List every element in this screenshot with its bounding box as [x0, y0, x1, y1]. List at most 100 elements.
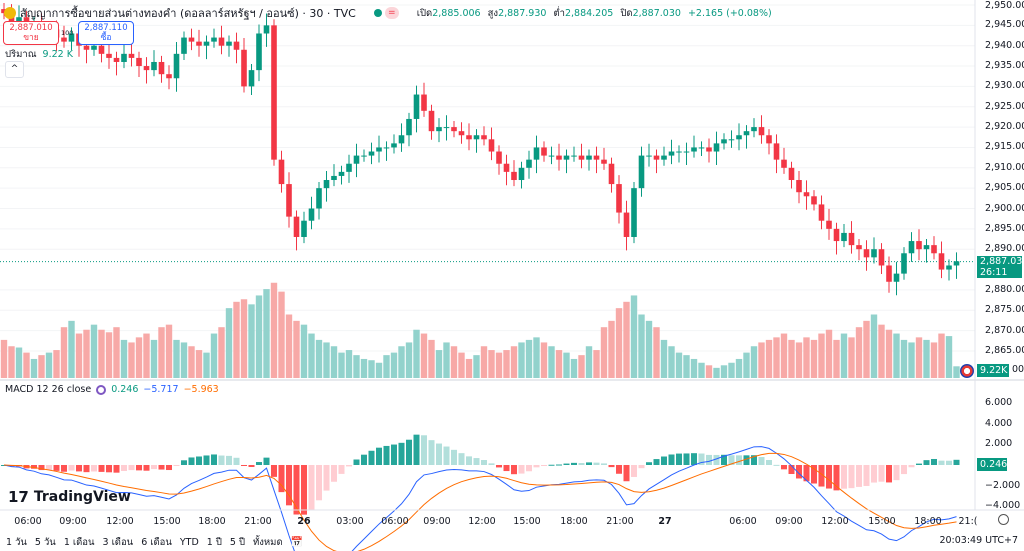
range-button[interactable]: 1 เดือน	[63, 537, 95, 548]
tradingview-logo[interactable]: 17 TradingView	[8, 488, 131, 506]
delayed-data-icon[interactable]: =	[384, 7, 399, 19]
volume-bar	[923, 339, 930, 378]
volume-bar	[653, 327, 660, 378]
macd-histogram-bar	[728, 455, 735, 465]
macd-histogram-bar	[818, 465, 825, 487]
macd-histogram-bar	[211, 454, 217, 465]
range-button[interactable]: 5 วัน	[34, 537, 56, 548]
macd-histogram-bar	[53, 465, 60, 471]
settings-icon[interactable]	[998, 514, 1009, 525]
macd-histogram-bar	[173, 465, 180, 466]
price-axis-label: 2,865.000	[985, 344, 1024, 356]
candle-body	[578, 155, 585, 160]
candle-body	[68, 33, 75, 42]
volume-bar	[908, 342, 915, 378]
macd-histogram-bar	[571, 462, 577, 465]
range-button[interactable]: 5 ปี	[229, 537, 246, 548]
volume-bar	[443, 342, 450, 378]
candle-body	[938, 253, 945, 270]
candle-body	[196, 41, 202, 46]
volume-bar	[623, 301, 630, 378]
candle-body	[106, 53, 112, 58]
us-flag-icon[interactable]	[960, 364, 974, 378]
calendar-icon[interactable]: 📅	[290, 537, 304, 548]
macd-histogram-bar	[758, 457, 765, 465]
candle-body	[503, 163, 510, 172]
range-button[interactable]: 1 ปี	[206, 537, 222, 548]
macd-histogram-bar	[106, 465, 112, 473]
candle-body	[736, 135, 742, 140]
volume-bar	[840, 333, 848, 378]
macd-histogram-bar	[848, 465, 855, 489]
collapse-legend-button[interactable]: ^	[5, 61, 24, 78]
volume-bar	[720, 365, 728, 378]
macd-histogram-bar	[196, 456, 202, 465]
macd-histogram-bar	[406, 439, 412, 465]
clock[interactable]: 20:03:49 UTC+7	[939, 535, 1018, 546]
indicator-settings-icon[interactable]	[96, 384, 107, 395]
macd-histogram-bar	[188, 457, 195, 465]
candle-body	[301, 220, 307, 237]
volume-bar	[810, 339, 818, 378]
volume-bar	[8, 346, 15, 378]
volume-bar	[120, 339, 128, 378]
candle-body	[398, 135, 405, 144]
macd-histogram-bar	[698, 453, 705, 465]
macd-label[interactable]: MACD 12 26 close	[5, 384, 92, 395]
macd-histogram-bar	[751, 455, 757, 465]
sell-button[interactable]: 2,887.010 ขาย	[3, 21, 59, 45]
range-button[interactable]: 6 เดือน	[141, 537, 172, 548]
candle-body	[203, 41, 210, 46]
candle-body	[743, 131, 750, 136]
buy-label: ซื้อ	[100, 33, 112, 43]
range-button[interactable]: 1 วัน	[6, 537, 27, 548]
volume-bar	[818, 333, 825, 378]
macd-histogram-bar	[856, 465, 862, 487]
candle-body	[128, 53, 135, 58]
macd-histogram-bar	[833, 465, 840, 491]
range-button[interactable]: ทั้งหมด	[253, 537, 283, 548]
macd-histogram-bar	[946, 460, 952, 465]
volume-bar	[578, 355, 585, 378]
candle-body	[563, 155, 570, 160]
volume-legend: ปริมาณ 9.22 K	[5, 47, 73, 62]
volume-bar	[38, 355, 45, 378]
volume-bar	[143, 333, 150, 378]
candle-body	[143, 66, 150, 71]
macd-histogram-bar	[691, 453, 697, 465]
macd-histogram-bar	[616, 465, 622, 474]
candle-body	[541, 147, 547, 156]
volume-bar	[225, 308, 233, 378]
candle-body	[166, 74, 172, 79]
candle-body	[908, 241, 915, 254]
candle-body	[946, 265, 952, 270]
range-button[interactable]: YTD	[179, 537, 199, 548]
macd-histogram-bar	[421, 435, 427, 465]
candle-body	[631, 188, 637, 237]
candle-body	[233, 41, 240, 50]
candle-body	[248, 70, 255, 87]
macd-histogram-bar	[638, 465, 645, 469]
symbol-title[interactable]: สัญญาการซื้อขายส่วนต่างทองคำ (ดอลลาร์สหร…	[20, 7, 356, 20]
macd-histogram-bar	[113, 465, 120, 473]
volume-bar	[698, 362, 705, 378]
volume-bar	[210, 333, 218, 378]
macd-histogram-bar	[38, 465, 45, 471]
volume-bar	[533, 337, 540, 378]
candle-body	[676, 151, 682, 153]
candle-body	[668, 151, 675, 156]
macd-histogram-bar	[788, 465, 795, 474]
macd-histogram-bar	[863, 465, 870, 486]
ohlc-legend: เปิด2,885.006 สูง2,887.930 ต่ำ2,884.205 …	[417, 6, 776, 21]
candle-body	[121, 53, 127, 62]
candle-body	[713, 143, 720, 152]
candle-body	[383, 147, 390, 149]
candle-body	[286, 184, 292, 217]
symbol-header: สัญญาการซื้อขายส่วนต่างทองคำ (ดอลลาร์สหร…	[4, 4, 776, 22]
macd-pane	[1, 434, 960, 551]
buy-button[interactable]: 2,887.110 ซื้อ	[78, 21, 134, 45]
macd-histogram-bar	[91, 465, 97, 472]
range-button[interactable]: 3 เดือน	[102, 537, 134, 548]
candle-body	[773, 143, 780, 160]
